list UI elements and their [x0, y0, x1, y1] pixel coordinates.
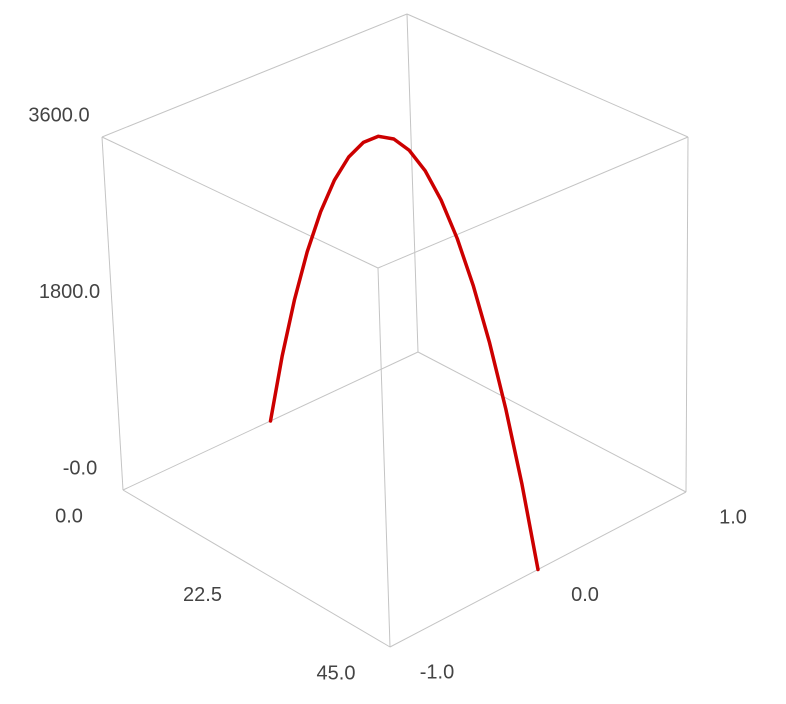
z-tick-label: -0.0: [63, 457, 97, 479]
z-tick-label: 1800.0: [39, 281, 100, 303]
box-edge: [685, 136, 689, 493]
box-edge: [101, 136, 379, 269]
y-tick-label: -1.0: [420, 661, 454, 683]
x-tick-label: 0.0: [55, 505, 83, 527]
y-tick-label: 0.0: [571, 584, 599, 606]
box-edge: [101, 13, 408, 138]
box-edge: [377, 267, 391, 648]
box-edge: [406, 13, 689, 138]
box-edge: [417, 351, 687, 493]
box-edge: [406, 13, 419, 353]
box-edge: [101, 136, 124, 491]
z-tick-label: 3600.0: [28, 104, 89, 126]
curve: [268, 134, 540, 572]
x-tick-label: 45.0: [317, 662, 356, 684]
y-tick-label: 1.0: [719, 506, 747, 528]
box-edge: [122, 489, 391, 648]
x-tick-label: 22.5: [183, 584, 222, 606]
box-edge: [377, 136, 689, 269]
